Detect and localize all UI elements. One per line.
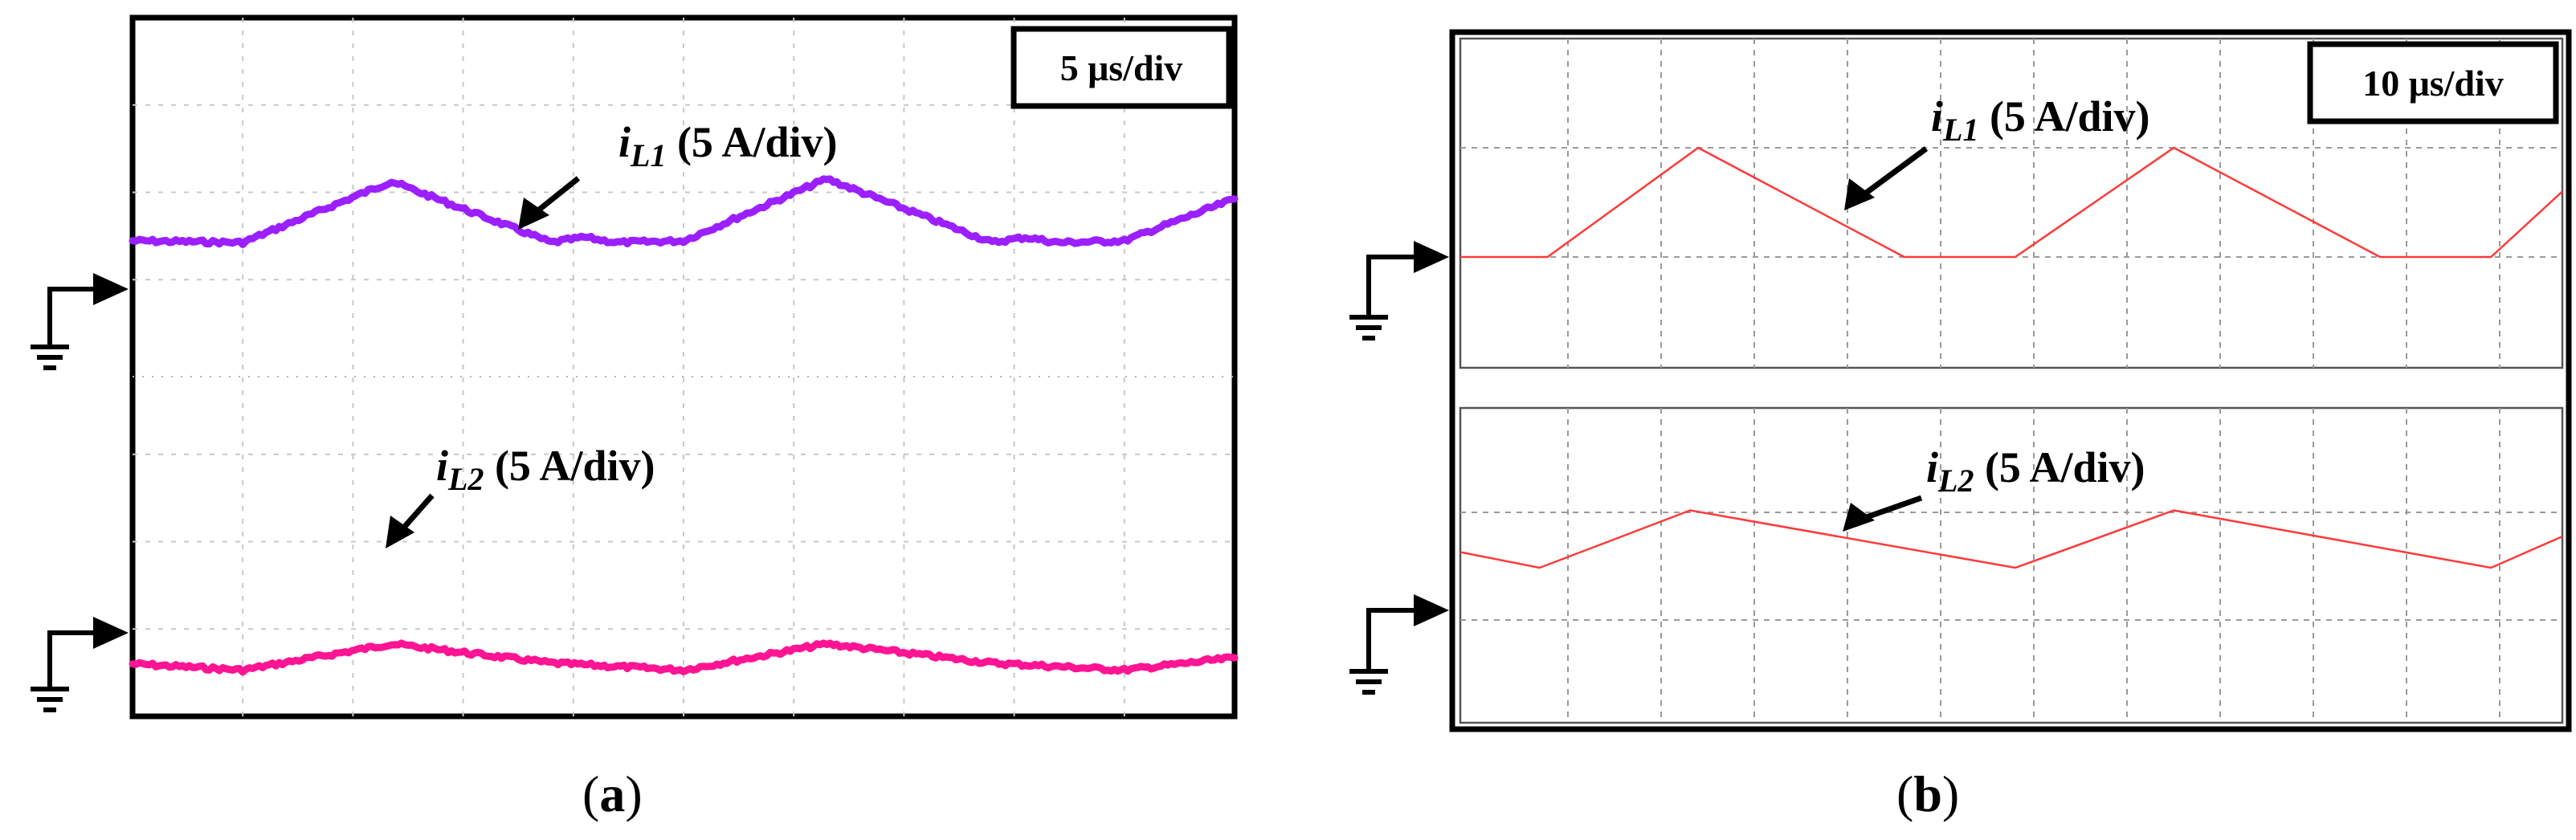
panel-a-il2-annotation: iL2 (5 A/div) <box>386 442 655 548</box>
panel-a-trace-il2 <box>129 639 1239 676</box>
panel-a-il2-arrowhead <box>386 516 414 548</box>
panel-a-il1-annotation: iL1 (5 A/div) <box>518 118 837 230</box>
panel-a-il1-ground-marker <box>31 273 129 370</box>
panel-a-il1-label: iL1 (5 A/div) <box>618 118 837 173</box>
panel-a-il2-ground-marker <box>31 617 129 712</box>
panel-b-il1-label: iL1 (5 A/div) <box>1931 92 2149 148</box>
panel-a-il2-label-sub: L2 <box>447 461 484 497</box>
panel-a-il1-label-main: i <box>618 118 631 166</box>
panel-a-grid <box>133 18 1235 716</box>
panel-a-il1-label-scale: (5 A/div) <box>666 118 837 166</box>
panel-b-il2-label-main: i <box>1926 443 1938 491</box>
panel-b-trace-il2 <box>1459 509 2563 569</box>
panel-a-il2-label: iL2 (5 A/div) <box>436 442 655 497</box>
panel-b-il1-arrow <box>1860 146 1929 198</box>
panel-a-timebase-label: 5 μs/div <box>1060 47 1183 88</box>
panel-a-trace-il1 <box>129 175 1239 248</box>
panel-b-timebase-label: 10 μs/div <box>2362 63 2504 104</box>
panel-b-il1-label-main: i <box>1931 92 1943 141</box>
panel-b-il2-label-scale: (5 A/div) <box>1974 443 2145 491</box>
panel-a-timebase-box: 5 μs/div <box>1010 26 1232 109</box>
panel-b-il1-ground-marker <box>1349 241 1449 340</box>
panel-b-il2-label-sub: L2 <box>1937 463 1974 499</box>
panel-a-il1-arrow <box>532 176 581 216</box>
panel-b-traces <box>1459 146 2563 569</box>
panel-b-caption: (b) <box>1896 765 1959 822</box>
panel-a-il2-label-scale: (5 A/div) <box>484 442 655 490</box>
panel-a-il1-label-sub: L1 <box>630 137 666 173</box>
panel-b-timebase-box: 10 μs/div <box>2307 41 2559 124</box>
panel-a-il1-arrowhead <box>518 198 549 230</box>
panel-a-traces <box>129 175 1239 676</box>
panel-b-il2-label: iL2 (5 A/div) <box>1926 443 2145 499</box>
panel-b-il1-annotation: iL1 (5 A/div) <box>1844 92 2149 210</box>
panel-a-il2-arrow <box>399 493 435 532</box>
panel-b-il2-annotation: iL2 (5 A/div) <box>1843 443 2145 532</box>
panel-b-il2-ground-marker <box>1349 594 1449 695</box>
panel-a-il2-label-main: i <box>436 442 448 490</box>
panel-b: 10 μs/div iL1 (5 A/div) iL2 (5 A/div) <box>1349 29 2572 822</box>
panel-b-trace-il1 <box>1460 146 2563 259</box>
panel-b-il1-label-scale: (5 A/div) <box>1978 92 2149 141</box>
panel-b-il2-arrow <box>1860 495 1923 522</box>
panel-b-il1-arrowhead <box>1844 178 1875 210</box>
panel-a-caption: (a) <box>582 765 643 822</box>
panel-b-il2-arrowhead <box>1843 503 1875 532</box>
panel-b-bottom-plot-frame <box>1459 406 2564 724</box>
panel-a: 5 μs/div iL1 (5 A/div) iL2 (5 A/div) <box>31 14 1239 822</box>
panel-b-il1-label-sub: L1 <box>1942 112 1978 148</box>
